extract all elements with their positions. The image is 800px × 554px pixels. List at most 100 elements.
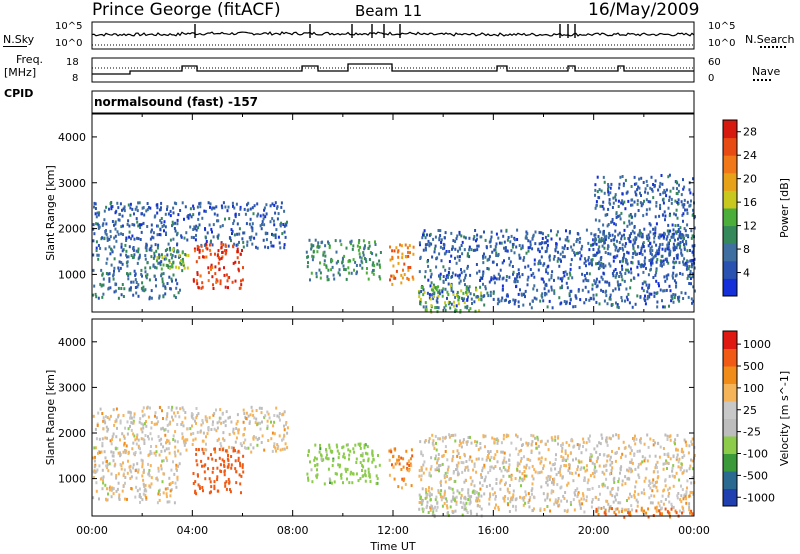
velocity-cell [355,457,358,461]
power-cell [397,255,400,259]
power-cell [609,186,612,190]
power-cell [601,264,603,268]
power-cell [601,244,604,248]
power-cell [319,271,322,275]
velocity-cell [166,459,169,463]
velocity-cell [197,483,200,487]
power-cell [584,259,587,263]
velocity-cell [178,462,181,466]
velocity-cell [651,501,654,505]
power-cell [102,292,105,296]
power-cell [215,280,218,284]
power-cell [101,223,104,227]
power-cell [281,232,284,236]
velocity-cell [119,451,121,455]
velocity-cell [681,447,683,451]
velocity-cell [675,511,678,515]
power-cell [189,207,192,211]
velocity-cell [447,465,450,469]
velocity-cell [236,419,239,423]
velocity-cell [355,472,358,476]
power-cell [232,261,235,265]
velocity-cell [201,418,204,422]
power-cell [378,275,381,279]
velocity-cell [191,443,194,446]
velocity-cell [508,458,511,462]
velocity-cell [538,471,541,475]
velocity-cell [525,441,528,445]
power-cell [612,269,615,273]
velocity-cell [451,487,454,491]
power-cell [666,277,669,281]
power-cell [279,224,282,228]
velocity-cell [630,458,633,462]
power-cell [132,248,135,252]
power-cell [249,217,252,221]
power-cell [647,273,650,277]
power-cell [272,219,275,223]
power-cell [598,266,601,270]
power-cell [524,236,527,240]
power-cell [466,290,469,294]
velocity-cell [342,455,345,459]
power-cell [180,234,183,238]
velocity-cell [281,413,284,417]
power-cell [263,208,266,212]
power-cell [525,230,528,234]
power-cell [283,230,286,234]
velocity-cell [150,445,152,448]
power-cell [680,235,683,239]
power-cell [495,251,498,255]
power-cell [432,288,435,292]
power-cell [117,286,120,290]
power-cell [651,249,654,253]
velocity-cell [154,422,157,426]
power-cell [614,268,617,271]
velocity-cell [422,507,425,511]
velocity-cell [249,443,252,447]
power-cell [670,197,673,201]
power-cell [359,245,361,249]
power-cell [564,244,566,248]
power-cell [107,287,110,291]
velocity-cell [491,436,494,440]
power-cell [224,249,226,253]
velocity-cell [121,489,124,493]
power-cell [626,268,629,272]
velocity-cell [684,440,687,444]
power-cell [164,292,167,296]
velocity-cell [476,504,479,508]
power-cell [95,249,98,252]
power-cell [220,204,223,208]
velocity-cell [546,479,549,483]
power-cell [550,274,553,277]
velocity-cell [151,437,153,441]
velocity-cell [206,432,209,436]
velocity-cell [690,481,693,485]
power-cell [652,227,655,231]
power-cell [517,304,520,308]
velocity-cell [102,427,105,431]
velocity-cell [121,432,124,436]
power-cell [136,236,138,240]
power-cell [502,234,505,238]
power-cell [458,281,461,285]
power-cell [638,186,641,190]
power-cell [448,267,451,271]
power-cell [653,184,656,187]
power-cell [602,223,605,227]
velocity-cell [525,463,528,467]
power-cell [606,224,609,228]
velocity-cell [608,506,611,510]
power-cell [678,234,681,238]
velocity-cell [398,458,400,462]
power-cell [250,225,253,229]
power-cell [468,289,470,293]
power-cell [648,207,651,211]
velocity-cell [316,473,319,477]
power-cell [547,234,550,238]
power-cell [653,240,656,244]
power-cell [617,248,620,252]
velocity-cell [666,461,669,465]
power-cell [458,276,461,280]
